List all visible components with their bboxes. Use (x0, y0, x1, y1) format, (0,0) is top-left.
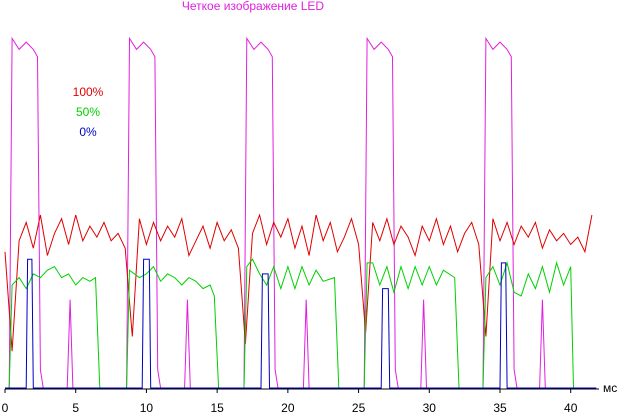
x-tick-label: 30 (423, 401, 437, 415)
x-tick-label: 40 (564, 401, 578, 415)
legend-entry: 0% (79, 125, 97, 139)
x-unit: мс (603, 381, 617, 395)
series-line (5, 258, 597, 389)
x-tick-label: 5 (72, 401, 79, 415)
chart-title: Четкое изображение LED (182, 0, 325, 13)
x-tick-label: 15 (210, 401, 224, 415)
legend-entry: 50% (76, 105, 100, 119)
series-line (5, 258, 597, 389)
x-tick-label: 20 (281, 401, 295, 415)
series-line (5, 36, 597, 389)
series-line (4, 213, 593, 352)
x-tick-label: 0 (2, 401, 9, 415)
x-tick-label: 25 (352, 401, 366, 415)
legend-entry: 100% (73, 85, 104, 99)
x-tick-label: 10 (140, 401, 154, 415)
x-tick-label: 35 (493, 401, 507, 415)
